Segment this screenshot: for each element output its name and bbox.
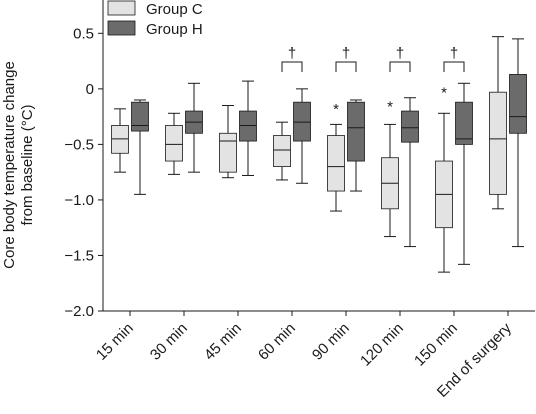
box-iqr bbox=[273, 135, 291, 168]
x-tick-label: 60 min bbox=[255, 320, 299, 364]
box-iqr bbox=[489, 91, 507, 195]
box-group-h bbox=[347, 99, 365, 192]
y-ticks: 0.5 0 −0.5 −1.0 −1.5 −2.0 bbox=[64, 25, 103, 320]
box-iqr bbox=[131, 101, 149, 132]
significance-annotations: † † † † * * * bbox=[281, 45, 465, 118]
boxes bbox=[111, 36, 527, 273]
box-group-h bbox=[455, 82, 473, 265]
x-tick-label: 120 min bbox=[357, 320, 407, 370]
box-group-c bbox=[489, 36, 507, 210]
box-iqr bbox=[239, 110, 257, 142]
y-axis-label: Core body temperature change from baseli… bbox=[1, 61, 36, 269]
dagger-marker: † bbox=[396, 45, 404, 62]
box-group-c bbox=[273, 121, 291, 181]
y-tick-label: −1.5 bbox=[64, 247, 94, 264]
y-axis-label-line-2: from baseline (°C) bbox=[19, 104, 36, 225]
box-group-h bbox=[401, 97, 419, 248]
legend-swatch-group-h bbox=[107, 20, 136, 36]
x-tick-label: 150 min bbox=[411, 320, 461, 370]
significance-bracket bbox=[389, 61, 411, 72]
box-iqr bbox=[347, 101, 365, 162]
significance-bracket bbox=[335, 61, 357, 72]
legend-swatch-group-c bbox=[107, 0, 136, 16]
box-iqr bbox=[455, 101, 473, 145]
x-tick-label: 30 min bbox=[147, 320, 191, 364]
legend-label-group-h: Group H bbox=[146, 21, 203, 38]
x-tick-label: 15 min bbox=[93, 320, 137, 364]
box-group-c bbox=[327, 123, 345, 212]
y-tick-label: 0 bbox=[86, 81, 94, 98]
legend-label-group-c: Group C bbox=[146, 1, 203, 18]
box-group-c bbox=[435, 112, 453, 273]
star-marker: * bbox=[387, 99, 393, 116]
box-group-h bbox=[131, 99, 149, 195]
dagger-marker: † bbox=[342, 45, 350, 62]
y-tick-label: 0.5 bbox=[73, 25, 94, 42]
box-iqr bbox=[327, 135, 345, 192]
y-axis-label-line-1: Core body temperature change bbox=[1, 61, 18, 269]
box-group-c bbox=[111, 108, 129, 173]
legend: Group C Group H bbox=[107, 0, 203, 38]
star-marker: * bbox=[333, 101, 339, 118]
y-tick-label: −0.5 bbox=[64, 136, 94, 153]
box-group-c bbox=[165, 112, 183, 175]
box-iqr bbox=[165, 125, 183, 162]
significance-bracket bbox=[443, 61, 465, 72]
dagger-marker: † bbox=[450, 45, 458, 62]
x-ticks: 15 min 30 min 45 min 60 min 90 min 120 min 150… bbox=[93, 311, 515, 401]
box-group-h bbox=[293, 88, 311, 184]
box-iqr bbox=[509, 74, 527, 134]
box-group-c bbox=[381, 123, 399, 238]
box-iqr bbox=[401, 110, 419, 143]
box-iqr bbox=[219, 132, 237, 173]
box-iqr bbox=[111, 125, 129, 154]
box-group-h bbox=[185, 82, 203, 173]
box-group-h bbox=[509, 38, 527, 248]
axes bbox=[102, 0, 535, 312]
y-tick-label: −1.0 bbox=[64, 192, 94, 209]
significance-bracket bbox=[281, 61, 303, 72]
box-group-h bbox=[239, 80, 257, 176]
dagger-marker: † bbox=[288, 45, 296, 62]
x-tick-label: 45 min bbox=[201, 320, 245, 364]
x-tick-label: 90 min bbox=[309, 320, 353, 364]
box-iqr bbox=[293, 101, 311, 142]
y-tick-label: −2.0 bbox=[64, 303, 94, 320]
box-group-c bbox=[219, 105, 237, 179]
star-marker: * bbox=[441, 84, 447, 101]
